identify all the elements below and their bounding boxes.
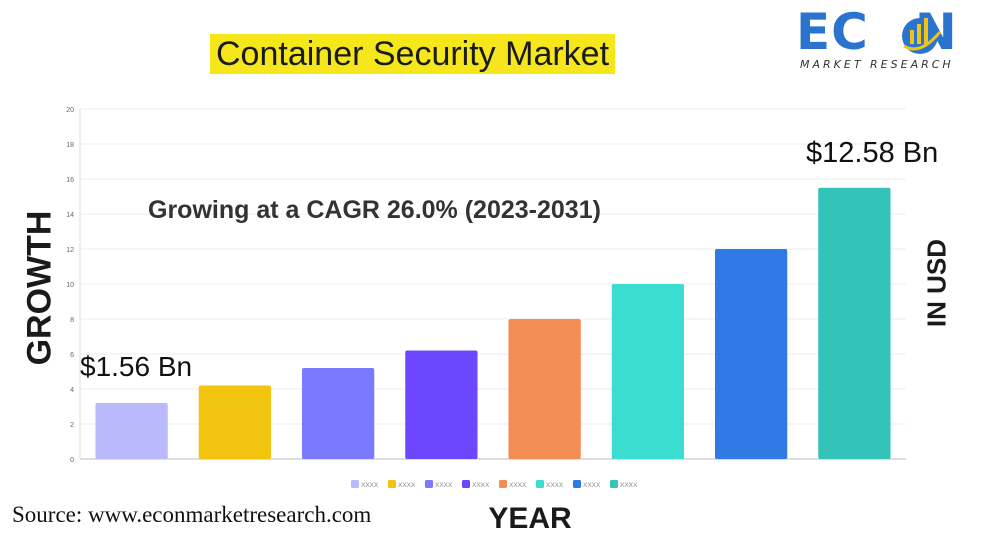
legend-swatch <box>610 480 618 488</box>
bar <box>95 403 168 459</box>
y-tick-label: 10 <box>66 282 74 289</box>
y-tick-label: 12 <box>66 247 74 254</box>
bar <box>198 385 272 459</box>
source-text: Source: www.econmarketresearch.com <box>12 502 372 527</box>
bar <box>611 284 685 459</box>
legend-label: XXXX <box>361 482 379 489</box>
legend-label: XXXX <box>472 482 490 489</box>
y-tick-label: 8 <box>70 317 74 324</box>
y-axis-unit-label: IN USD <box>921 238 952 328</box>
legend-label: XXXX <box>435 482 453 489</box>
legend-swatch <box>499 480 507 488</box>
y-tick-label: 14 <box>66 212 74 219</box>
start-value-annotation: $1.56 Bn <box>80 351 193 382</box>
logo-subtitle: MARKET RESEARCH <box>800 58 954 71</box>
legend-label: XXXX <box>509 482 527 489</box>
end-value-annotation: $12.58 Bn <box>806 137 939 169</box>
legend-swatch <box>462 480 470 488</box>
legend-label: XXXX <box>583 482 601 489</box>
bar <box>301 368 375 459</box>
legend-label: XXXX <box>620 482 638 489</box>
y-tick-label: 4 <box>70 387 74 394</box>
y-tick-label: 20 <box>66 107 74 114</box>
legend-swatch <box>573 480 581 488</box>
legend-label: XXXX <box>546 482 564 489</box>
legend-swatch <box>536 480 544 488</box>
title-highlight: Container Security Market <box>210 34 616 74</box>
legend-label: XXXX <box>398 482 416 489</box>
x-axis-label: YEAR <box>488 502 572 535</box>
legend-swatch <box>351 480 359 488</box>
logo-globe-icon <box>902 18 942 54</box>
bar <box>714 249 788 459</box>
legend-swatch <box>388 480 396 488</box>
bar <box>818 187 891 459</box>
econ-logo: ECN MARKET RESEARCH <box>796 6 978 72</box>
y-tick-label: 0 <box>70 457 74 464</box>
y-tick-label: 16 <box>66 177 74 184</box>
bar <box>405 350 478 459</box>
page-title: Container Security Market <box>216 35 610 73</box>
legend-swatch <box>425 480 433 488</box>
y-tick-label: 18 <box>66 142 74 149</box>
bar <box>508 319 581 459</box>
chart-subtitle: Growing at a CAGR 26.0% (2023-2031) <box>148 196 601 224</box>
y-tick-label: 6 <box>70 352 74 359</box>
y-axis-label: GROWTH <box>20 210 59 366</box>
y-tick-label: 2 <box>70 422 74 429</box>
